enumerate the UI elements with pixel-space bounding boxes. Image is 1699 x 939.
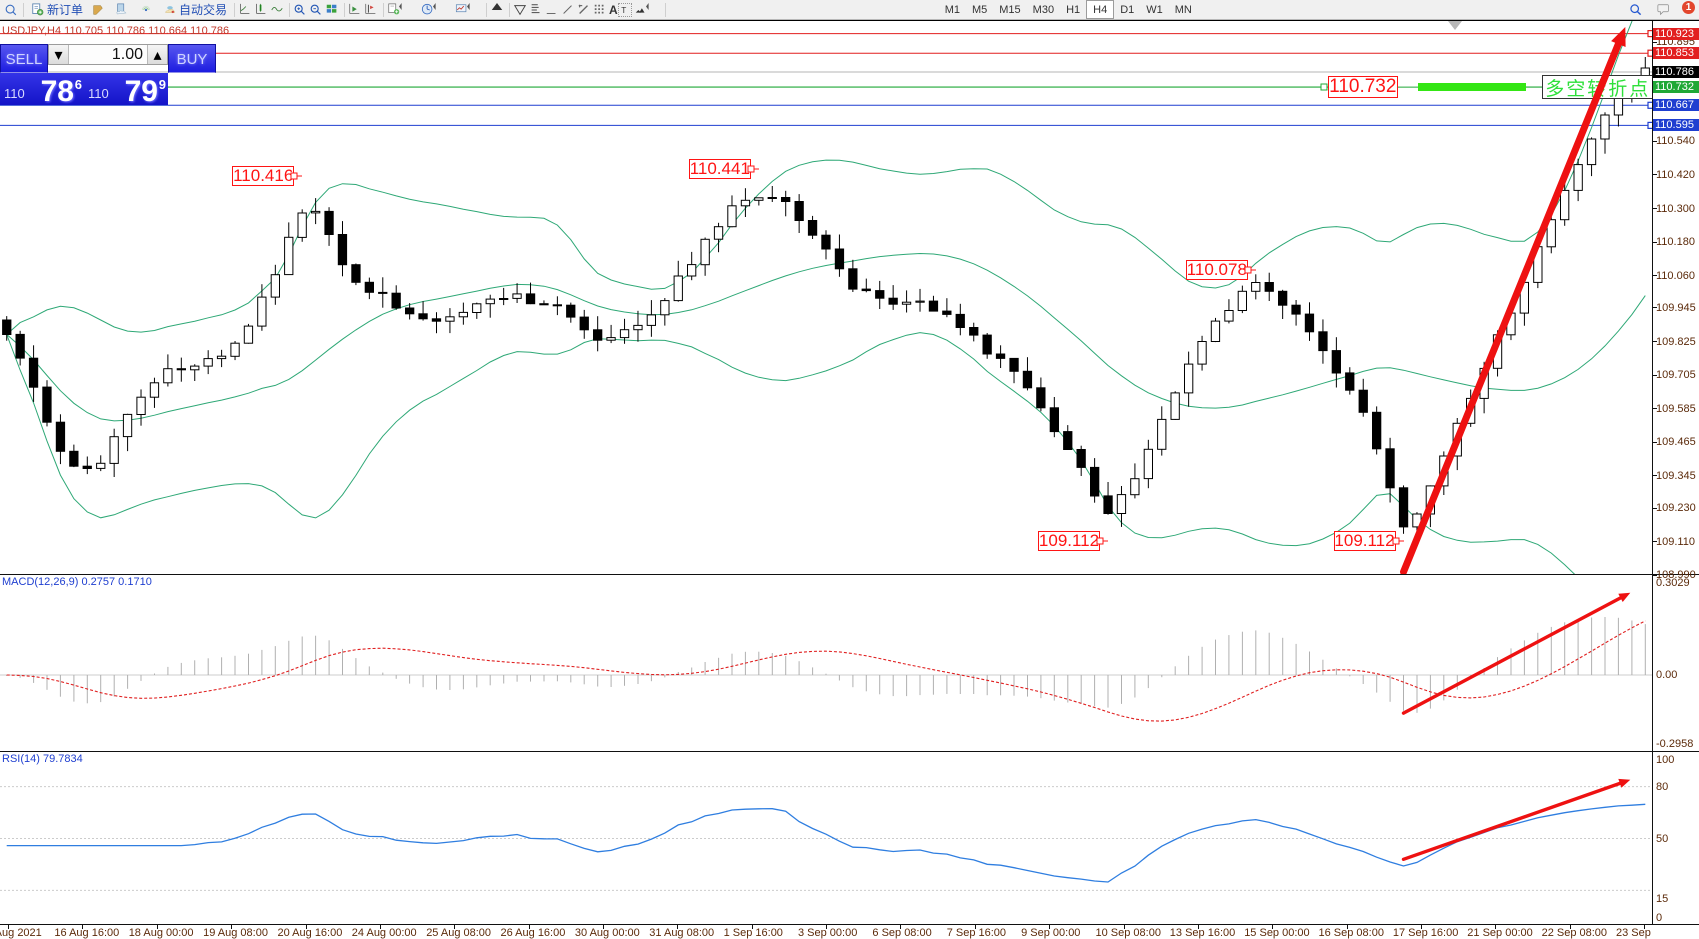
svg-text:T: T [621, 6, 626, 15]
